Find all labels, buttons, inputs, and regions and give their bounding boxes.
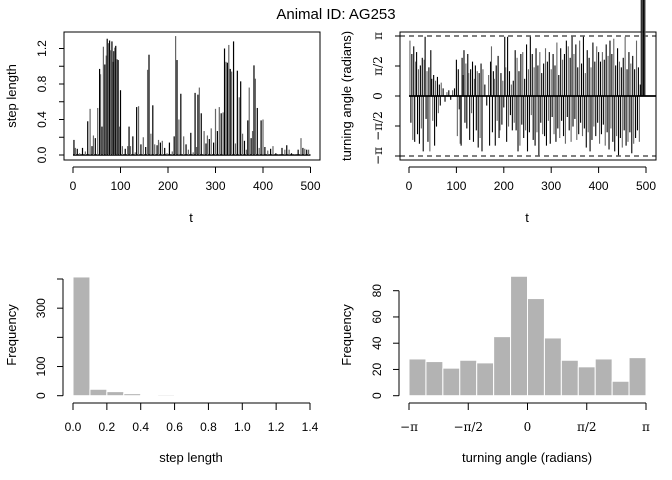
step-series-xlabel: t <box>189 210 193 225</box>
angle-hist-ytick-label: 0 <box>370 392 384 399</box>
step-hist-xtick-label: 0.2 <box>99 420 116 434</box>
step-series-xtick-label: 0 <box>70 179 77 193</box>
angle-hist-bar <box>442 367 461 397</box>
angle-hist-bar <box>628 357 647 397</box>
step-hist-xtick-label: 1.4 <box>302 420 319 434</box>
angle-series-ytick-label: 0 <box>371 92 385 100</box>
angle-hist-ylabel: Frequency <box>339 304 354 366</box>
angle-hist-bar <box>543 337 562 397</box>
angle-series-xtick-label: 0 <box>406 179 413 193</box>
angle-hist-xtick-label: 0 <box>524 420 532 434</box>
angle-hist-bar <box>611 380 630 397</box>
angle-series-xtick-label: 500 <box>636 179 656 193</box>
angle-hist-bar <box>476 362 495 397</box>
step-hist-bar <box>106 391 125 397</box>
step-series-xtick-label: 300 <box>205 179 225 193</box>
step-hist-xtick-label: 1.2 <box>268 420 285 434</box>
step-hist-xtick-label: 1.0 <box>234 420 251 434</box>
angle-series-ytick-label: π <box>371 32 385 40</box>
step-hist-bar <box>241 394 260 397</box>
step-series-ylabel: step length <box>4 64 19 128</box>
step-hist-bar <box>72 276 91 397</box>
angle-hist-bar <box>577 366 596 397</box>
angle-hist-bar <box>459 359 478 397</box>
step-series-xtick-label: 100 <box>110 179 130 193</box>
step-hist-bar <box>89 388 108 397</box>
step-hist-ylabel: Frequency <box>4 304 19 366</box>
step-length-histogram-panel: Frequency step length 0 100 300 0.0 0.2 0.4 0.… <box>4 276 319 465</box>
step-hist-bar <box>275 394 294 397</box>
angle-hist-xtick-label: π <box>642 420 650 434</box>
step-series-xtick-label: 200 <box>158 179 178 193</box>
step-hist-xtick-label: 0.4 <box>132 420 149 434</box>
angle-hist-bar <box>425 361 444 397</box>
angle-hist-bar <box>408 358 427 397</box>
step-series-xtick-label: 500 <box>300 179 320 193</box>
angle-series-ylabel: turning angle (radians) <box>339 31 354 161</box>
step-series-xtick-label: 400 <box>253 179 273 193</box>
step-hist-ytick-label: 0 <box>34 392 48 399</box>
step-series-ytick-label: 0.0 <box>35 146 49 163</box>
step-hist-ytick-label: 300 <box>34 298 48 318</box>
step-series-ytick-label: 0.4 <box>35 111 49 128</box>
step-hist-xlabel: step length <box>159 450 223 465</box>
step-hist-bar <box>123 393 142 397</box>
angle-hist-xtick-label: −π/2 <box>453 420 483 434</box>
turning-angle-series-panel: turning angle (radians) t −π −π/2 0 π/2 π 0 10… <box>339 0 657 225</box>
step-hist-xtick-label: 0.0 <box>65 420 82 434</box>
angle-series-ytick-label: −π/2 <box>371 111 385 141</box>
angle-hist-ytick-label: 40 <box>370 336 384 350</box>
step-hist-ytick-label: 100 <box>34 356 48 376</box>
angle-series-ytick-label: −π <box>371 147 385 165</box>
angle-hist-bar <box>594 358 613 397</box>
step-hist-xtick-label: 0.8 <box>200 420 217 434</box>
step-hist-xtick-label: 0.6 <box>166 420 183 434</box>
angle-hist-bar <box>510 275 529 397</box>
angle-series-xtick-label: 200 <box>494 179 514 193</box>
angle-series-ytick-label: π/2 <box>371 56 385 76</box>
angle-hist-ytick-label: 20 <box>370 362 384 376</box>
angle-hist-xtick-label: −π <box>400 420 418 434</box>
figure-title: Animal ID: AG253 <box>276 6 395 23</box>
step-length-series-panel: step length t 0.0 0.4 0.8 1.2 0 100 200 300 400 5… <box>4 31 321 225</box>
step-series-ytick-label: 0.8 <box>35 75 49 92</box>
step-hist-bar <box>157 394 176 397</box>
angle-hist-ytick-label: 80 <box>370 284 384 298</box>
angle-hist-xlabel: turning angle (radians) <box>462 450 592 465</box>
angle-hist-xtick-label: π/2 <box>577 420 597 434</box>
angle-series-xtick-label: 300 <box>541 179 561 193</box>
angle-series-xlabel: t <box>525 210 529 225</box>
angle-hist-bar <box>527 298 545 397</box>
angle-series-xtick-label: 100 <box>446 179 466 193</box>
angle-hist-bar <box>560 359 579 397</box>
angle-series-xtick-label: 400 <box>589 179 609 193</box>
angle-hist-bar <box>493 336 512 397</box>
angle-hist-ytick-label: 60 <box>370 310 384 324</box>
step-hist-bar <box>224 394 243 397</box>
step-series-ytick-label: 1.2 <box>35 40 49 57</box>
turning-angle-histogram-panel: Frequency turning angle (radians) 0 20 40 6… <box>339 275 650 465</box>
